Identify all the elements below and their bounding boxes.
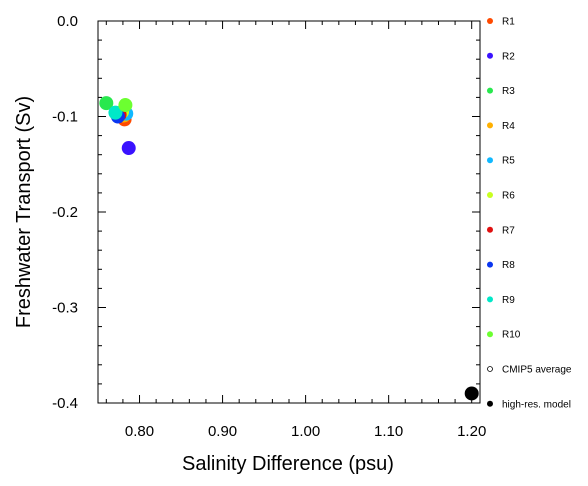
x-tick-label: 1.00 [291, 423, 320, 440]
legend-marker [487, 52, 493, 59]
legend-label: R8 [502, 260, 515, 271]
legend-label: R1 [502, 17, 515, 28]
data-point [99, 96, 114, 111]
legend-marker [487, 157, 493, 164]
x-tick-label: 0.90 [208, 423, 237, 440]
legend-marker [487, 296, 493, 303]
x-tick-labels: 0.80 0.90 1.00 1.10 1.20 [125, 423, 486, 440]
legend-label: R9 [502, 295, 515, 306]
legend-label: CMIP5 average [502, 365, 572, 376]
y-tick-labels: 0.0 -0.1 -0.2 -0.3 -0.4 [52, 13, 78, 412]
data-point [108, 105, 123, 120]
legend-marker [487, 261, 493, 268]
y-tick-label: -0.1 [52, 109, 78, 126]
plot-axes [97, 20, 481, 404]
y-tick-label: -0.2 [52, 204, 78, 221]
y-axis-title: Freshwater Transport (Sv) [13, 96, 35, 328]
legend-marker [487, 87, 493, 94]
legend-marker [487, 192, 493, 198]
legend-label: R2 [502, 51, 515, 62]
plot-frame [97, 20, 481, 404]
x-tick-label: 1.20 [457, 423, 486, 440]
data-point [464, 386, 479, 401]
y-tick-label: 0.0 [57, 13, 78, 30]
y-tick-label: -0.4 [52, 395, 78, 412]
legend-label: R4 [502, 121, 515, 132]
legend-label: R6 [502, 191, 515, 202]
x-tick-label: 0.80 [125, 423, 154, 440]
legend-marker [487, 331, 493, 338]
legend-label: R7 [502, 225, 515, 236]
data-point [118, 98, 133, 113]
legend-marker [487, 18, 493, 24]
y-tick-label: -0.3 [52, 300, 78, 317]
x-axis-title: Salinity Difference (psu) [182, 453, 394, 475]
data-points [99, 96, 479, 401]
legend-marker [487, 400, 493, 407]
legend-marker [487, 122, 493, 129]
legend-marker [487, 366, 493, 372]
legend-label: R5 [502, 156, 515, 167]
legend: R1 R2 R3 R4 R5 R6 R7 R8 R9 R10 CMIP5 ave… [487, 17, 572, 410]
data-point [121, 141, 136, 156]
x-tick-label: 1.10 [374, 423, 403, 440]
legend-label: R10 [502, 330, 521, 341]
legend-marker [487, 226, 493, 233]
legend-label: high-res. model [502, 399, 571, 410]
legend-label: R3 [502, 86, 515, 97]
